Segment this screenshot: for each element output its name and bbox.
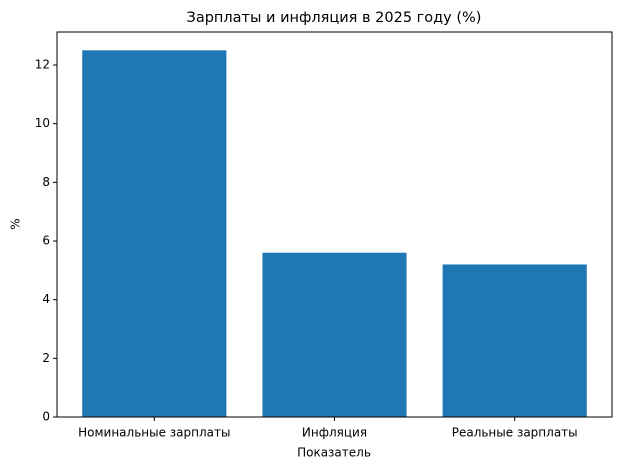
y-axis-label: % <box>9 218 23 229</box>
y-tick-label: 8 <box>42 175 50 189</box>
bar <box>262 252 407 417</box>
y-tick-label: 0 <box>42 410 50 424</box>
y-tick-label: 4 <box>42 292 50 306</box>
x-tick-label: Реальные зарплаты <box>452 426 578 440</box>
y-tick-label: 2 <box>42 351 50 365</box>
bar <box>82 50 227 417</box>
bar <box>442 264 587 417</box>
y-tick-label: 6 <box>42 234 50 248</box>
y-tick-label: 10 <box>35 116 50 130</box>
y-tick-label: 12 <box>35 58 50 72</box>
chart-title: Зарплаты и инфляция в 2025 году (%) <box>187 10 482 26</box>
plot-frame <box>56 31 613 418</box>
x-tick-label: Инфляция <box>302 426 367 440</box>
x-axis-label: Показатель <box>297 446 371 460</box>
x-tick-label: Номинальные зарплаты <box>78 426 230 440</box>
